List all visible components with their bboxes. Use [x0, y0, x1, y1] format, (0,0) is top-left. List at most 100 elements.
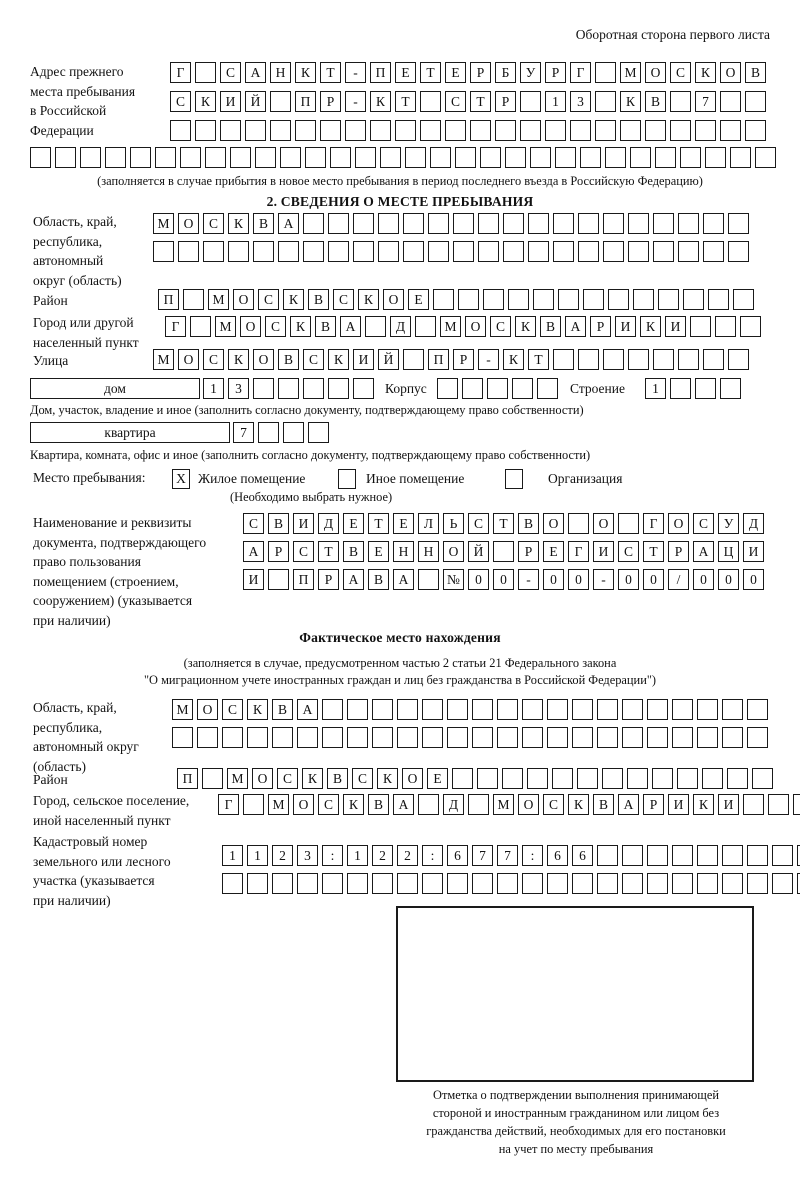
- char-cell[interactable]: [678, 349, 699, 370]
- char-cell[interactable]: [633, 289, 654, 310]
- char-cell[interactable]: Т: [420, 62, 441, 83]
- char-cell[interactable]: [720, 91, 741, 112]
- char-cell[interactable]: [195, 120, 216, 141]
- char-cell[interactable]: В: [308, 289, 329, 310]
- char-cell[interactable]: М: [208, 289, 229, 310]
- char-cell[interactable]: [672, 873, 693, 894]
- char-cell[interactable]: С: [693, 513, 714, 534]
- char-cell[interactable]: [493, 541, 514, 562]
- char-cell[interactable]: [222, 873, 243, 894]
- char-cell[interactable]: Р: [453, 349, 474, 370]
- char-cell[interactable]: [708, 289, 729, 310]
- char-cell[interactable]: Е: [343, 513, 364, 534]
- char-cell[interactable]: Д: [443, 794, 464, 815]
- char-cell[interactable]: :: [322, 845, 343, 866]
- char-cell[interactable]: Б: [495, 62, 516, 83]
- char-cell[interactable]: [570, 120, 591, 141]
- char-cell[interactable]: В: [343, 541, 364, 562]
- char-cell[interactable]: К: [195, 91, 216, 112]
- char-cell[interactable]: [270, 91, 291, 112]
- char-cell[interactable]: [170, 120, 191, 141]
- char-cell[interactable]: [715, 316, 736, 337]
- char-cell[interactable]: [372, 699, 393, 720]
- char-cell[interactable]: [697, 727, 718, 748]
- char-cell[interactable]: [403, 349, 424, 370]
- char-cell[interactable]: Н: [418, 541, 439, 562]
- char-cell[interactable]: [480, 147, 501, 168]
- char-cell[interactable]: [522, 727, 543, 748]
- char-cell[interactable]: [247, 873, 268, 894]
- char-cell[interactable]: 7: [695, 91, 716, 112]
- char-cell[interactable]: П: [428, 349, 449, 370]
- char-cell[interactable]: С: [293, 541, 314, 562]
- char-cell[interactable]: [322, 873, 343, 894]
- char-cell[interactable]: [745, 120, 766, 141]
- char-cell[interactable]: С: [352, 768, 373, 789]
- char-cell[interactable]: [322, 727, 343, 748]
- char-cell[interactable]: [418, 794, 439, 815]
- char-cell[interactable]: Е: [408, 289, 429, 310]
- char-cell[interactable]: К: [370, 91, 391, 112]
- char-cell[interactable]: [747, 845, 768, 866]
- char-cell[interactable]: К: [377, 768, 398, 789]
- char-cell[interactable]: [577, 768, 598, 789]
- char-cell[interactable]: А: [243, 541, 264, 562]
- char-cell[interactable]: И: [593, 541, 614, 562]
- char-cell[interactable]: Е: [543, 541, 564, 562]
- char-cell[interactable]: [683, 289, 704, 310]
- char-cell[interactable]: 1: [545, 91, 566, 112]
- char-cell[interactable]: П: [177, 768, 198, 789]
- stamp-box[interactable]: [396, 906, 754, 1082]
- char-cell[interactable]: [497, 727, 518, 748]
- checkbox-organization[interactable]: [505, 469, 523, 489]
- char-cell[interactable]: С: [333, 289, 354, 310]
- char-cell[interactable]: [720, 378, 741, 399]
- char-cell[interactable]: [653, 241, 674, 262]
- char-cell[interactable]: А: [245, 62, 266, 83]
- char-cell[interactable]: И: [668, 794, 689, 815]
- char-cell[interactable]: [503, 241, 524, 262]
- char-cell[interactable]: [478, 213, 499, 234]
- actual-region-row-2[interactable]: [172, 727, 768, 748]
- char-cell[interactable]: К: [568, 794, 589, 815]
- char-cell[interactable]: О: [518, 794, 539, 815]
- char-cell[interactable]: К: [328, 349, 349, 370]
- char-cell[interactable]: Л: [418, 513, 439, 534]
- char-cell[interactable]: [272, 873, 293, 894]
- char-cell[interactable]: [533, 289, 554, 310]
- char-cell[interactable]: [652, 768, 673, 789]
- char-cell[interactable]: [433, 289, 454, 310]
- char-cell[interactable]: [603, 349, 624, 370]
- char-cell[interactable]: [603, 213, 624, 234]
- char-cell[interactable]: [653, 349, 674, 370]
- char-cell[interactable]: М: [440, 316, 461, 337]
- char-cell[interactable]: [197, 727, 218, 748]
- char-cell[interactable]: К: [503, 349, 524, 370]
- char-cell[interactable]: -: [345, 91, 366, 112]
- char-cell[interactable]: Е: [445, 62, 466, 83]
- char-cell[interactable]: [30, 147, 51, 168]
- char-cell[interactable]: [647, 845, 668, 866]
- char-cell[interactable]: Р: [545, 62, 566, 83]
- char-cell[interactable]: [528, 241, 549, 262]
- char-cell[interactable]: [268, 569, 289, 590]
- char-cell[interactable]: [703, 213, 724, 234]
- char-cell[interactable]: Т: [320, 62, 341, 83]
- char-cell[interactable]: Р: [643, 794, 664, 815]
- char-cell[interactable]: 1: [645, 378, 666, 399]
- char-cell[interactable]: [627, 768, 648, 789]
- char-cell[interactable]: [602, 768, 623, 789]
- char-cell[interactable]: [728, 213, 749, 234]
- char-cell[interactable]: М: [153, 349, 174, 370]
- char-cell[interactable]: [283, 422, 304, 443]
- char-cell[interactable]: [743, 794, 764, 815]
- char-cell[interactable]: О: [645, 62, 666, 83]
- char-cell[interactable]: Т: [395, 91, 416, 112]
- char-cell[interactable]: Р: [320, 91, 341, 112]
- char-cell[interactable]: [733, 289, 754, 310]
